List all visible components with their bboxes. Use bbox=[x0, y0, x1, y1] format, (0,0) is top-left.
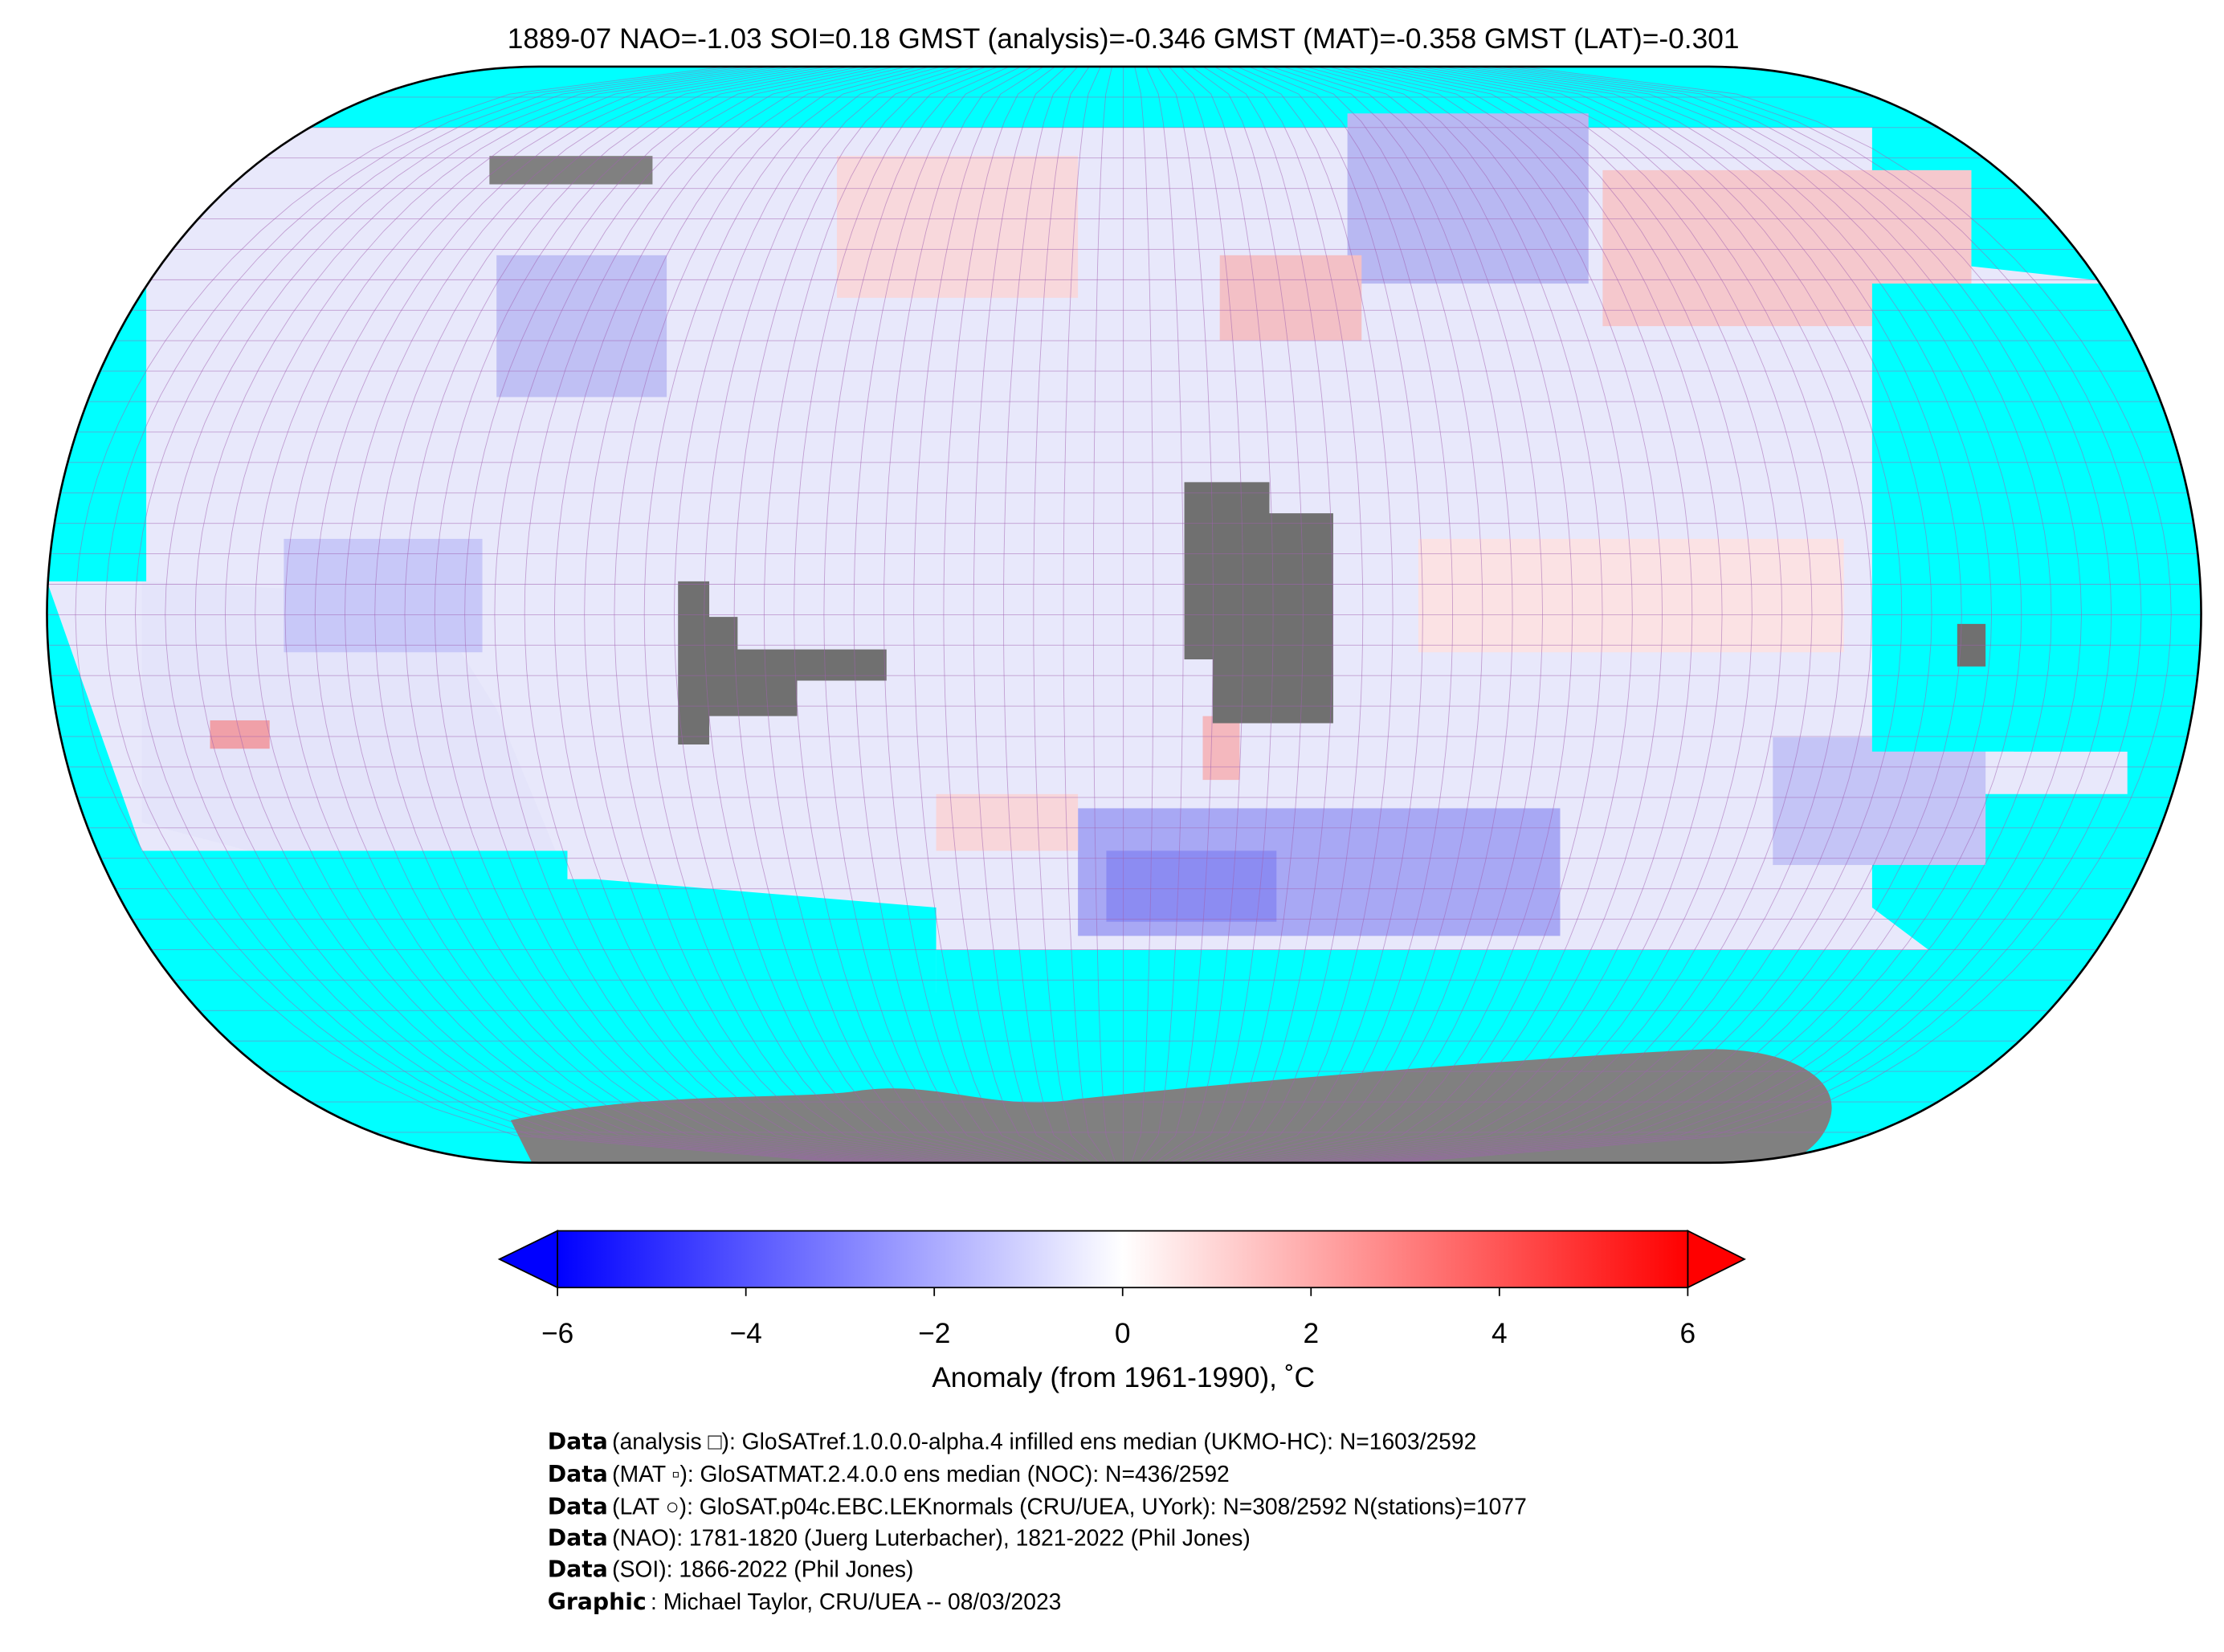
map bbox=[46, 65, 2202, 1165]
footer-text: (NAO): 1781-1820 (Juerg Luterbacher), 18… bbox=[612, 1525, 1251, 1551]
anomaly-field bbox=[47, 66, 2202, 1163]
colorbar-tick-label: 0 bbox=[1115, 1318, 1131, 1349]
footer-key: Data bbox=[548, 1494, 608, 1520]
footer-text: (MAT ▫): GloSATMAT.2.4.0.0 ens median (N… bbox=[612, 1461, 1230, 1487]
colorbar-tick-label: −2 bbox=[918, 1318, 950, 1349]
footer-key: Graphic bbox=[548, 1589, 647, 1615]
graticule bbox=[47, 66, 2202, 1163]
colorbar-extend-high bbox=[1687, 1230, 1746, 1289]
footer-key: Data bbox=[548, 1525, 608, 1552]
colorbar-tick-label: −6 bbox=[541, 1318, 573, 1349]
footer-line: Data (analysis □): GloSATref.1.0.0.0-alph… bbox=[548, 1429, 1477, 1455]
map-border bbox=[46, 65, 2202, 1165]
footer-key: Data bbox=[548, 1429, 608, 1455]
footer: Data (analysis □): GloSATref.1.0.0.0-alph… bbox=[548, 1429, 1527, 1616]
footer-text: (SOI): 1866-2022 (Phil Jones) bbox=[612, 1556, 913, 1581]
colorbar-tick-label: 6 bbox=[1680, 1318, 1696, 1349]
colorbar-extend-low bbox=[497, 1230, 559, 1289]
footer-line: Data (SOI): 1866-2022 (Phil Jones) bbox=[548, 1556, 914, 1582]
map-title: 1889-07 NAO=-1.03 SOI=0.18 GMST (analysi… bbox=[508, 23, 1740, 55]
footer-text: (analysis □): GloSATref.1.0.0.0-alpha.4 … bbox=[612, 1429, 1476, 1454]
colorbar-label: Anomaly (from 1961-1990), ˚C bbox=[932, 1362, 1315, 1393]
footer-line: Data (LAT ○): GloSAT.p04c.EBC.LEKnormals … bbox=[548, 1494, 1527, 1520]
footer-text: : Michael Taylor, CRU/UEA -- 08/03/2023 bbox=[651, 1589, 1061, 1614]
footer-key: Data bbox=[548, 1556, 608, 1582]
colorbar-tick-label: 4 bbox=[1492, 1318, 1508, 1349]
colorbar-tick-label: −4 bbox=[730, 1318, 762, 1349]
colorbar-tick-label: 2 bbox=[1303, 1318, 1319, 1349]
footer-text: (LAT ○): GloSAT.p04c.EBC.LEKnormals (CRU… bbox=[612, 1494, 1527, 1519]
footer-line: Graphic: Michael Taylor, CRU/UEA -- 08/0… bbox=[548, 1589, 1062, 1615]
footer-line: Data (MAT ▫): GloSATMAT.2.4.0.0 ens media… bbox=[548, 1461, 1230, 1487]
colorbar-body bbox=[557, 1230, 1689, 1289]
footer-key: Data bbox=[548, 1461, 608, 1487]
footer-line: Data (NAO): 1781-1820 (Juerg Luterbacher)… bbox=[548, 1525, 1251, 1552]
colorbar: −6 −4 −2 0 2 4 6 Anomaly (from 1961-1990), ˚C bbox=[497, 1230, 1746, 1393]
